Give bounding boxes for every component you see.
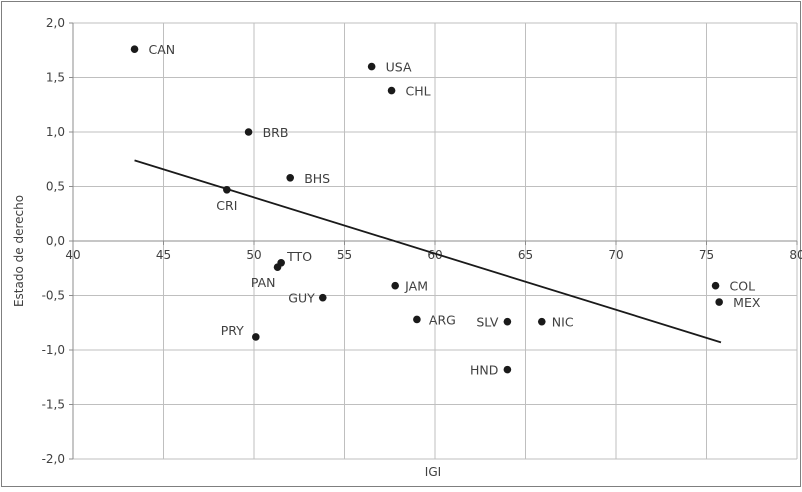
point-label: CAN bbox=[149, 42, 176, 57]
point-label: NIC bbox=[552, 315, 574, 330]
data-point bbox=[318, 293, 327, 302]
data-point bbox=[715, 298, 723, 306]
data-point bbox=[273, 263, 282, 271]
y-tick-label: -0,5 bbox=[42, 289, 65, 303]
data-point bbox=[252, 333, 260, 341]
data-point bbox=[503, 365, 512, 374]
trendline bbox=[134, 159, 722, 344]
data-point bbox=[223, 185, 231, 194]
data-point bbox=[503, 317, 512, 326]
x-axis-title: IGI bbox=[425, 465, 441, 479]
x-tick-label: 80 bbox=[789, 248, 802, 262]
y-tick-label: -1,0 bbox=[42, 343, 65, 357]
gridlines bbox=[73, 22, 798, 460]
data-point bbox=[286, 173, 295, 182]
point-label: HND bbox=[470, 363, 498, 378]
y-tick-label: 0,5 bbox=[46, 180, 65, 194]
y-tick-label: -2,0 bbox=[42, 452, 65, 466]
y-tick-label: 1,0 bbox=[46, 125, 65, 139]
point-label: BHS bbox=[304, 171, 330, 186]
y-tick-label: 1,5 bbox=[46, 71, 65, 85]
x-tick-label: 65 bbox=[518, 248, 533, 262]
axes: 2,0 1,5 1,0 0,5 0,0 -0,5 -1,0 -1,5 -2,0 40 45 50 55 6… bbox=[42, 16, 802, 466]
point-label: SLV bbox=[476, 315, 499, 330]
data-point bbox=[391, 281, 399, 290]
data-point bbox=[537, 317, 546, 326]
point-label: COL bbox=[730, 279, 756, 294]
point-label: USA bbox=[386, 60, 412, 75]
point-label: JAM bbox=[404, 279, 428, 294]
data-point bbox=[387, 86, 396, 95]
data-point bbox=[130, 45, 139, 53]
point-label: PAN bbox=[251, 275, 276, 290]
point-label: CHL bbox=[406, 84, 431, 99]
point-label: PRY bbox=[221, 323, 244, 338]
x-tick-label: 40 bbox=[65, 248, 80, 262]
x-tick-label: 70 bbox=[608, 248, 623, 262]
x-tick-label: 50 bbox=[246, 248, 261, 262]
point-label: TTO bbox=[286, 249, 312, 264]
data-point bbox=[367, 62, 376, 71]
point-label: ARG bbox=[429, 312, 456, 327]
y-axis-title: Estado de derecho bbox=[12, 195, 26, 307]
x-tick-label: 75 bbox=[699, 248, 714, 262]
point-label: CRI bbox=[216, 198, 237, 213]
point-label: MEX bbox=[733, 295, 761, 310]
point-label: BRB bbox=[263, 125, 289, 140]
data-point bbox=[244, 128, 253, 136]
trendline-group bbox=[134, 159, 722, 344]
y-tick-label: 2,0 bbox=[46, 16, 65, 30]
x-tick-label: 45 bbox=[156, 248, 171, 262]
x-tick-label: 55 bbox=[337, 248, 352, 262]
y-tick-label: 0,0 bbox=[46, 234, 65, 248]
data-point bbox=[413, 315, 421, 324]
point-label: GUY bbox=[288, 291, 315, 306]
y-tick-label: -1,5 bbox=[42, 398, 65, 412]
data-points: CAN USA CHL BRB BHS CRI TTO PAN GUY JAM ARG PRY SLV N… bbox=[130, 42, 761, 378]
data-point bbox=[711, 281, 720, 290]
